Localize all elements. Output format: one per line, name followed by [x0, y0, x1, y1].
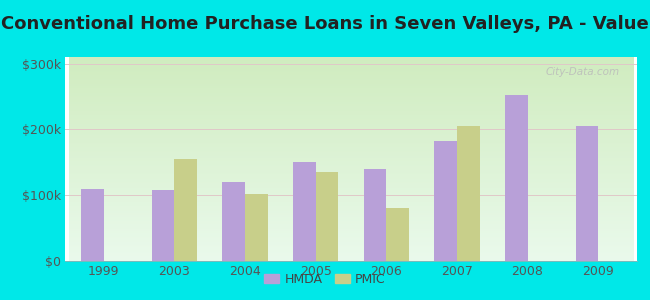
Bar [457, 126, 480, 261]
Bar [364, 169, 386, 261]
Bar [152, 190, 174, 261]
Bar [575, 126, 598, 261]
Text: City-Data.com: City-Data.com [546, 67, 620, 77]
Legend: HMDA, PMIC: HMDA, PMIC [259, 268, 391, 291]
Bar [222, 182, 245, 261]
Bar [505, 95, 528, 261]
Text: Conventional Home Purchase Loans in Seven Valleys, PA - Value: Conventional Home Purchase Loans in Seve… [1, 15, 649, 33]
Bar [293, 162, 316, 261]
Bar [174, 159, 197, 261]
Bar [245, 194, 268, 261]
Bar [386, 208, 409, 261]
Bar [81, 189, 104, 261]
Bar [434, 141, 457, 261]
Bar [316, 172, 338, 261]
